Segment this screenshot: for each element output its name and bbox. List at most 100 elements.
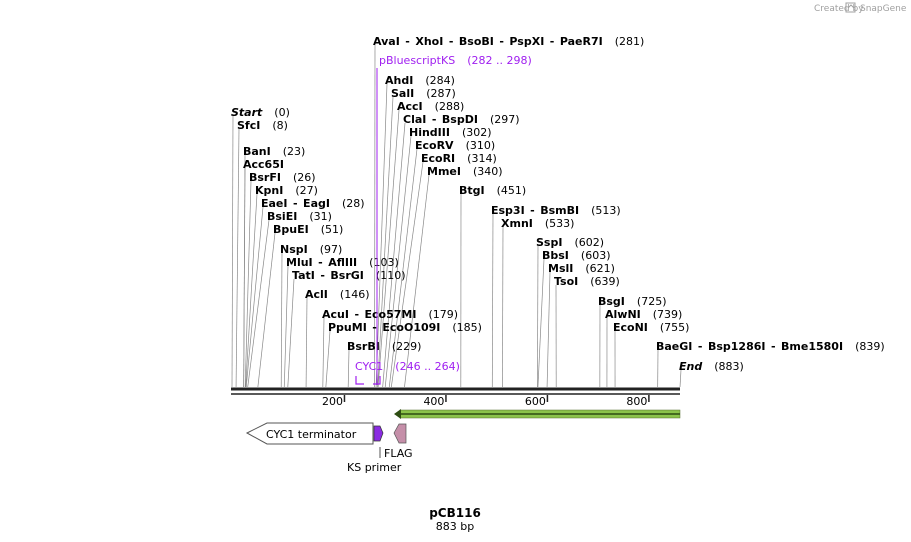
sequence-backbone xyxy=(231,387,680,395)
site-label[interactable]: PpuMI - EcoO109I (185) xyxy=(328,321,482,334)
leader-line xyxy=(347,349,350,388)
created-by-text: Created by xyxy=(814,4,864,14)
site-label[interactable]: ClaI - BspDI (297) xyxy=(403,113,520,126)
site-label[interactable]: SfcI (8) xyxy=(237,119,288,132)
site-position: (302) xyxy=(462,126,492,139)
site-name: EcoNI xyxy=(613,321,648,334)
site-label[interactable]: KpnI (27) xyxy=(255,184,318,197)
site-name: Esp3I - BsmBI xyxy=(491,204,579,217)
site-position: (31) xyxy=(309,210,332,223)
site-label[interactable]: XmnI (533) xyxy=(501,217,574,230)
site-position: (639) xyxy=(590,275,620,288)
site-label[interactable]: Start (0) xyxy=(231,106,290,119)
site-label[interactable]: TatI - BsrGI (110) xyxy=(292,269,406,282)
leader-line xyxy=(491,213,494,388)
flag-label: FLAG xyxy=(384,447,413,460)
site-position: (51) xyxy=(321,223,344,236)
leader-line xyxy=(537,245,539,388)
site-label[interactable]: BsgI (725) xyxy=(598,295,667,308)
site-label[interactable]: AhdI (284) xyxy=(385,74,455,87)
leader-line xyxy=(257,232,276,388)
leader-line xyxy=(384,135,412,388)
site-position: (185) xyxy=(452,321,482,334)
site-position: (281) xyxy=(615,35,645,48)
site-label[interactable]: EcoRV (310) xyxy=(415,139,495,152)
site-label[interactable]: EaeI - EagI (28) xyxy=(261,197,365,210)
site-position: (739) xyxy=(653,308,683,321)
site-position: (310) xyxy=(466,139,496,152)
site-position: (8) xyxy=(272,119,288,132)
site-label[interactable]: AcuI - Eco57MI (179) xyxy=(322,308,458,321)
site-position: (755) xyxy=(660,321,690,334)
site-name: AccI xyxy=(397,100,423,113)
site-position: (146) xyxy=(340,288,370,301)
site-label[interactable]: BtgI (451) xyxy=(459,184,526,197)
site-leader-lines xyxy=(231,44,682,388)
site-label[interactable]: BsrBI (229) xyxy=(347,340,421,353)
site-label[interactable]: SspI (602) xyxy=(536,236,604,249)
site-label[interactable]: End (883) xyxy=(679,360,744,373)
site-position: (27) xyxy=(295,184,318,197)
leader-line xyxy=(283,265,289,388)
site-name: NspI xyxy=(280,243,308,256)
site-position: (179) xyxy=(428,308,458,321)
site-label[interactable]: BpuEI (51) xyxy=(273,223,343,236)
site-label[interactable]: EcoNI (755) xyxy=(613,321,689,334)
site-name: TsoI xyxy=(554,275,578,288)
site-name: AvaI - XhoI - BsoBI - PspXI - PaeR7I xyxy=(373,35,603,48)
site-name: TatI - BsrGI xyxy=(292,269,364,282)
site-label[interactable]: MmeI (340) xyxy=(427,165,503,178)
site-name: MmeI xyxy=(427,165,461,178)
site-label[interactable]: BsrFI (26) xyxy=(249,171,316,184)
site-position: (603) xyxy=(581,249,611,262)
site-label[interactable]: EcoRI (314) xyxy=(421,152,497,165)
leader-line xyxy=(280,252,283,388)
flag-feature[interactable] xyxy=(393,423,407,444)
snapgene-logo-text: SnapGene xyxy=(860,4,907,14)
site-position: (28) xyxy=(342,197,365,210)
site-label[interactable]: MluI - AflIII (103) xyxy=(286,256,399,269)
site-label[interactable]: BanI (23) xyxy=(243,145,305,158)
site-label[interactable]: SalI (287) xyxy=(391,87,456,100)
leader-line xyxy=(382,122,406,388)
leader-line xyxy=(322,317,325,388)
site-position: (621) xyxy=(585,262,615,275)
site-position: (97) xyxy=(320,243,343,256)
feature-range-label[interactable]: pBluescriptKS (282 .. 298) xyxy=(379,54,532,67)
site-label[interactable]: AlwNI (739) xyxy=(605,308,682,321)
site-label[interactable]: HindIII (302) xyxy=(409,126,492,139)
cyc1-terminator-feature[interactable]: CYC1 terminator xyxy=(245,422,374,445)
site-name: BsiEI xyxy=(267,210,297,223)
leader-line xyxy=(390,161,424,388)
orf-arrow[interactable] xyxy=(394,409,681,419)
site-label[interactable]: Acc65I xyxy=(243,158,284,171)
cyc1-primer-feature[interactable] xyxy=(373,425,384,442)
site-name: BaeGI - Bsp1286I - Bme1580I xyxy=(656,340,843,353)
site-name: AlwNI xyxy=(605,308,641,321)
site-label[interactable]: AvaI - XhoI - BsoBI - PspXI - PaeR7I (281… xyxy=(373,35,644,48)
site-label[interactable]: Esp3I - BsmBI (513) xyxy=(491,204,621,217)
leader-line xyxy=(325,330,331,388)
site-label[interactable]: BsiEI (31) xyxy=(267,210,332,223)
tick-label: 200 xyxy=(322,395,343,408)
site-label[interactable]: BaeGI - Bsp1286I - Bme1580I (839) xyxy=(656,340,885,353)
site-label[interactable]: BbsI (603) xyxy=(542,249,611,262)
site-name: BpuEI xyxy=(273,223,309,236)
leader-line xyxy=(537,258,545,388)
site-label[interactable]: TsoI (639) xyxy=(554,275,620,288)
leader-line xyxy=(247,219,270,388)
site-position: (26) xyxy=(293,171,316,184)
site-name: AhdI xyxy=(385,74,413,87)
site-label[interactable]: MslI (621) xyxy=(548,262,615,275)
site-name: HindIII xyxy=(409,126,450,139)
feature-range-label[interactable]: CYC1 (246 .. 264) xyxy=(355,360,460,373)
site-name: PpuMI - EcoO109I xyxy=(328,321,440,334)
feature-name: CYC1 xyxy=(355,360,383,373)
site-label[interactable]: AccI (288) xyxy=(397,100,464,113)
leader-line xyxy=(377,96,394,388)
site-name: BanI xyxy=(243,145,271,158)
leader-line xyxy=(245,193,258,388)
site-label[interactable]: NspI (97) xyxy=(280,243,342,256)
site-label[interactable]: AclI (146) xyxy=(305,288,370,301)
site-position: (533) xyxy=(545,217,575,230)
